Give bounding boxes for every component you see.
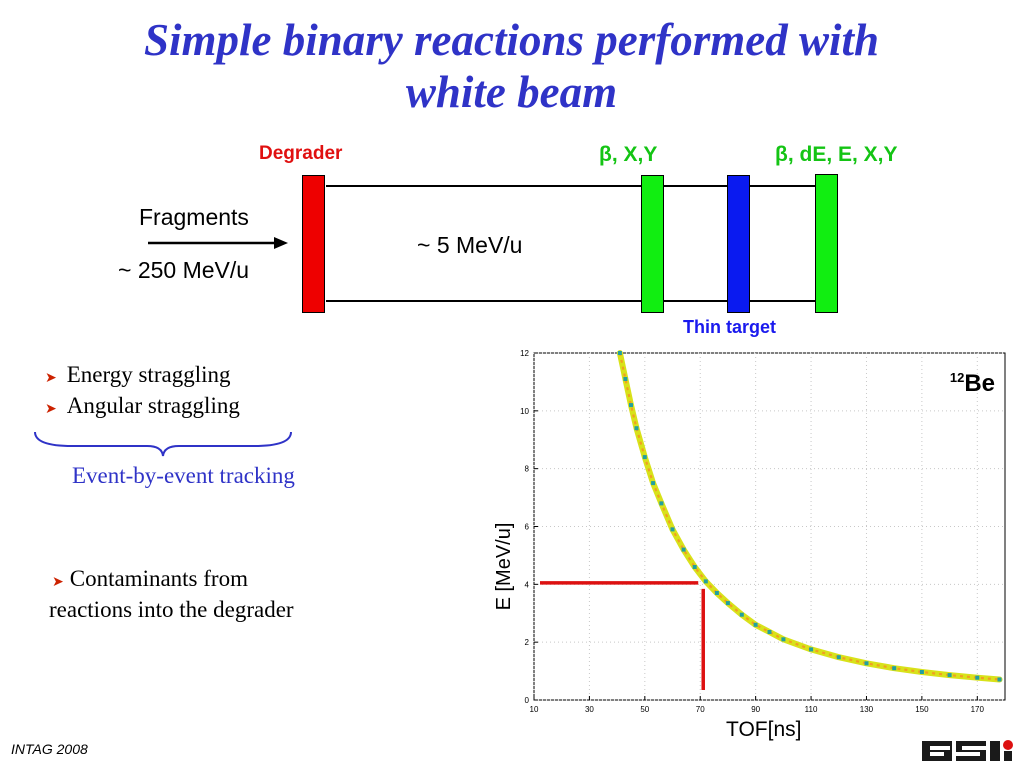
x-tick-label: 110: [805, 705, 818, 714]
data-point: [642, 455, 647, 460]
data-point: [753, 622, 758, 627]
x-tick-label: 150: [915, 705, 929, 714]
data-point: [975, 675, 980, 680]
y-tick-label: 6: [525, 523, 530, 532]
y-axis-label: E [MeV/u]: [493, 523, 515, 611]
data-point: [703, 579, 708, 584]
data-point: [623, 377, 628, 381]
data-point: [836, 655, 841, 660]
bullet-text: Contaminants from: [69, 566, 248, 591]
arrow-bullet-icon: ➤: [45, 371, 57, 386]
data-point: [659, 501, 664, 506]
thin-target-block: [727, 175, 750, 313]
plot-marker-lines: [540, 581, 705, 690]
data-point: [997, 677, 1002, 682]
tracking-label: Event-by-event tracking: [72, 463, 295, 488]
data-point: [809, 647, 814, 652]
isotope-mass: 12: [950, 370, 964, 385]
data-point: [919, 670, 924, 674]
footer-text: INTAG 2008: [11, 741, 88, 757]
detector1-label: β, X,Y: [599, 143, 658, 166]
y-tick-label: 12: [520, 349, 529, 358]
data-point: [692, 565, 697, 569]
slide-title-line-2: white beam: [405, 67, 618, 117]
data-point: [670, 527, 675, 532]
y-tick-label: 10: [520, 407, 529, 416]
slide-title: Simple binary reactions performed with w…: [0, 14, 1023, 118]
x-tick-label: 90: [751, 705, 760, 714]
beamline-top: [326, 185, 816, 187]
bullet-text: Angular straggling: [66, 393, 240, 418]
slide-title-line-1: Simple binary reactions performed with: [143, 15, 880, 65]
detector1-block: [641, 175, 664, 313]
data-point: [767, 630, 772, 634]
data-point: [739, 612, 744, 617]
gsi-logo: [922, 740, 1013, 761]
data-point: [892, 666, 897, 671]
data-point: [617, 351, 622, 355]
y-tick-label: 2: [525, 638, 530, 647]
isotope-symbol: Be: [964, 370, 995, 397]
data-point: [781, 637, 786, 642]
bullet-text: Energy straggling: [66, 362, 231, 387]
data-point: [634, 426, 639, 431]
degraded-energy: ~ 5 MeV/u: [417, 232, 523, 258]
bullet-contaminants: ➤ Contaminants from: [52, 566, 248, 592]
fragments-label: Fragments: [139, 204, 249, 230]
bullet-energy-straggling: ➤ Energy straggling: [45, 362, 230, 388]
data-point: [681, 547, 686, 552]
x-tick-label: 50: [640, 705, 649, 714]
data-point: [629, 403, 633, 408]
detector2-label: β, dE, E, X,Y: [775, 143, 898, 166]
x-tick-label: 10: [530, 705, 539, 714]
bullet-contaminants-cont: reactions into the degrader: [49, 597, 294, 622]
detector2-block: [815, 174, 838, 313]
bullet-angular-straggling: ➤ Angular straggling: [45, 393, 240, 419]
x-tick-label: 30: [585, 705, 594, 714]
arrow-bullet-icon: ➤: [45, 402, 57, 417]
beamline-bottom: [326, 300, 816, 302]
thin-target-label: Thin target: [683, 317, 776, 337]
plot-ticks: 10 30 50 70 90 110 130 150 170 0 2 4 6 8 10 12: [520, 349, 984, 714]
degrader-label: Degrader: [259, 143, 343, 164]
beam-arrow-icon: [148, 237, 288, 249]
x-tick-label: 170: [971, 705, 985, 714]
x-tick-label: 70: [696, 705, 705, 714]
x-tick-label: 130: [860, 705, 874, 714]
plot-data: [616, 350, 1003, 683]
arrow-bullet-icon: ➤: [52, 575, 64, 590]
incoming-energy: ~ 250 MeV/u: [118, 257, 250, 283]
data-point: [714, 591, 719, 595]
isotope-annotation: 12Be: [950, 370, 995, 397]
data-point: [864, 661, 869, 666]
energy-tof-plot: 10 30 50 70 90 110 130 150 170 0 2 4 6 8 10 12 E [MeV/u…: [493, 349, 1006, 714]
y-tick-label: 0: [525, 696, 530, 705]
plot-grid: [533, 352, 1005, 701]
x-axis-label: TOF[ns]: [726, 718, 802, 741]
degrader-block: [302, 175, 325, 313]
curly-brace-icon: [34, 431, 292, 457]
data-point: [651, 481, 656, 486]
y-tick-label: 4: [525, 580, 530, 589]
data-point: [725, 601, 730, 606]
data-point: [947, 673, 952, 678]
y-tick-label: 8: [525, 465, 530, 474]
